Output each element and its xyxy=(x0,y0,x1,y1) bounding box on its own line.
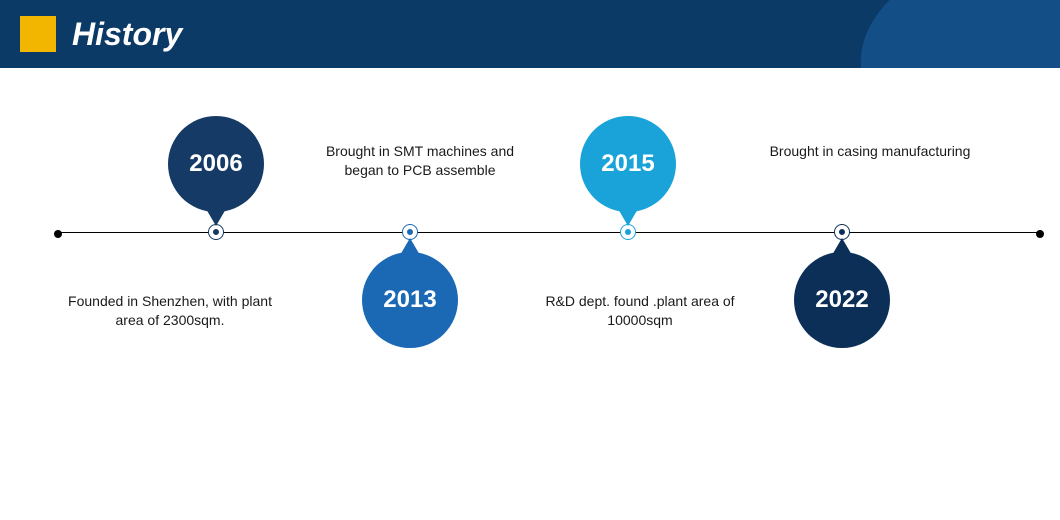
milestone-description: Founded in Shenzhen, with plant area of … xyxy=(60,292,280,330)
milestone-description: Brought in casing manufacturing xyxy=(760,142,980,161)
milestone-description: R&D dept. found .plant area of 10000sqm xyxy=(530,292,750,330)
timeline-axis xyxy=(58,232,1040,233)
header-decorative-arc xyxy=(848,0,1060,68)
timeline-node-dot xyxy=(403,225,417,239)
year-label: 2006 xyxy=(189,150,242,178)
axis-start-dot xyxy=(54,230,62,238)
page-title: History xyxy=(72,16,182,53)
year-label: 2013 xyxy=(383,286,436,314)
timeline-canvas: 2006 Founded in Shenzhen, with plant area… xyxy=(0,68,1060,520)
timeline-node-dot xyxy=(835,225,849,239)
header-accent-square xyxy=(20,16,56,52)
year-bubble: 2015 xyxy=(580,116,676,212)
header-bar: History xyxy=(0,0,1060,68)
timeline-node-dot xyxy=(209,225,223,239)
timeline-node-dot xyxy=(621,225,635,239)
year-label: 2015 xyxy=(601,150,654,178)
year-bubble: 2013 xyxy=(362,252,458,348)
year-bubble: 2006 xyxy=(168,116,264,212)
year-label: 2022 xyxy=(815,286,868,314)
year-bubble: 2022 xyxy=(794,252,890,348)
milestone-description: Brought in SMT machines and began to PCB… xyxy=(310,142,530,180)
axis-end-dot xyxy=(1036,230,1044,238)
